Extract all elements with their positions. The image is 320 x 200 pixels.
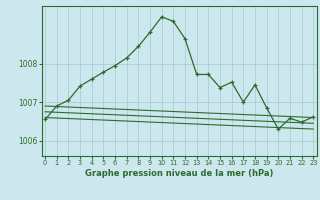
X-axis label: Graphe pression niveau de la mer (hPa): Graphe pression niveau de la mer (hPa) <box>85 169 273 178</box>
